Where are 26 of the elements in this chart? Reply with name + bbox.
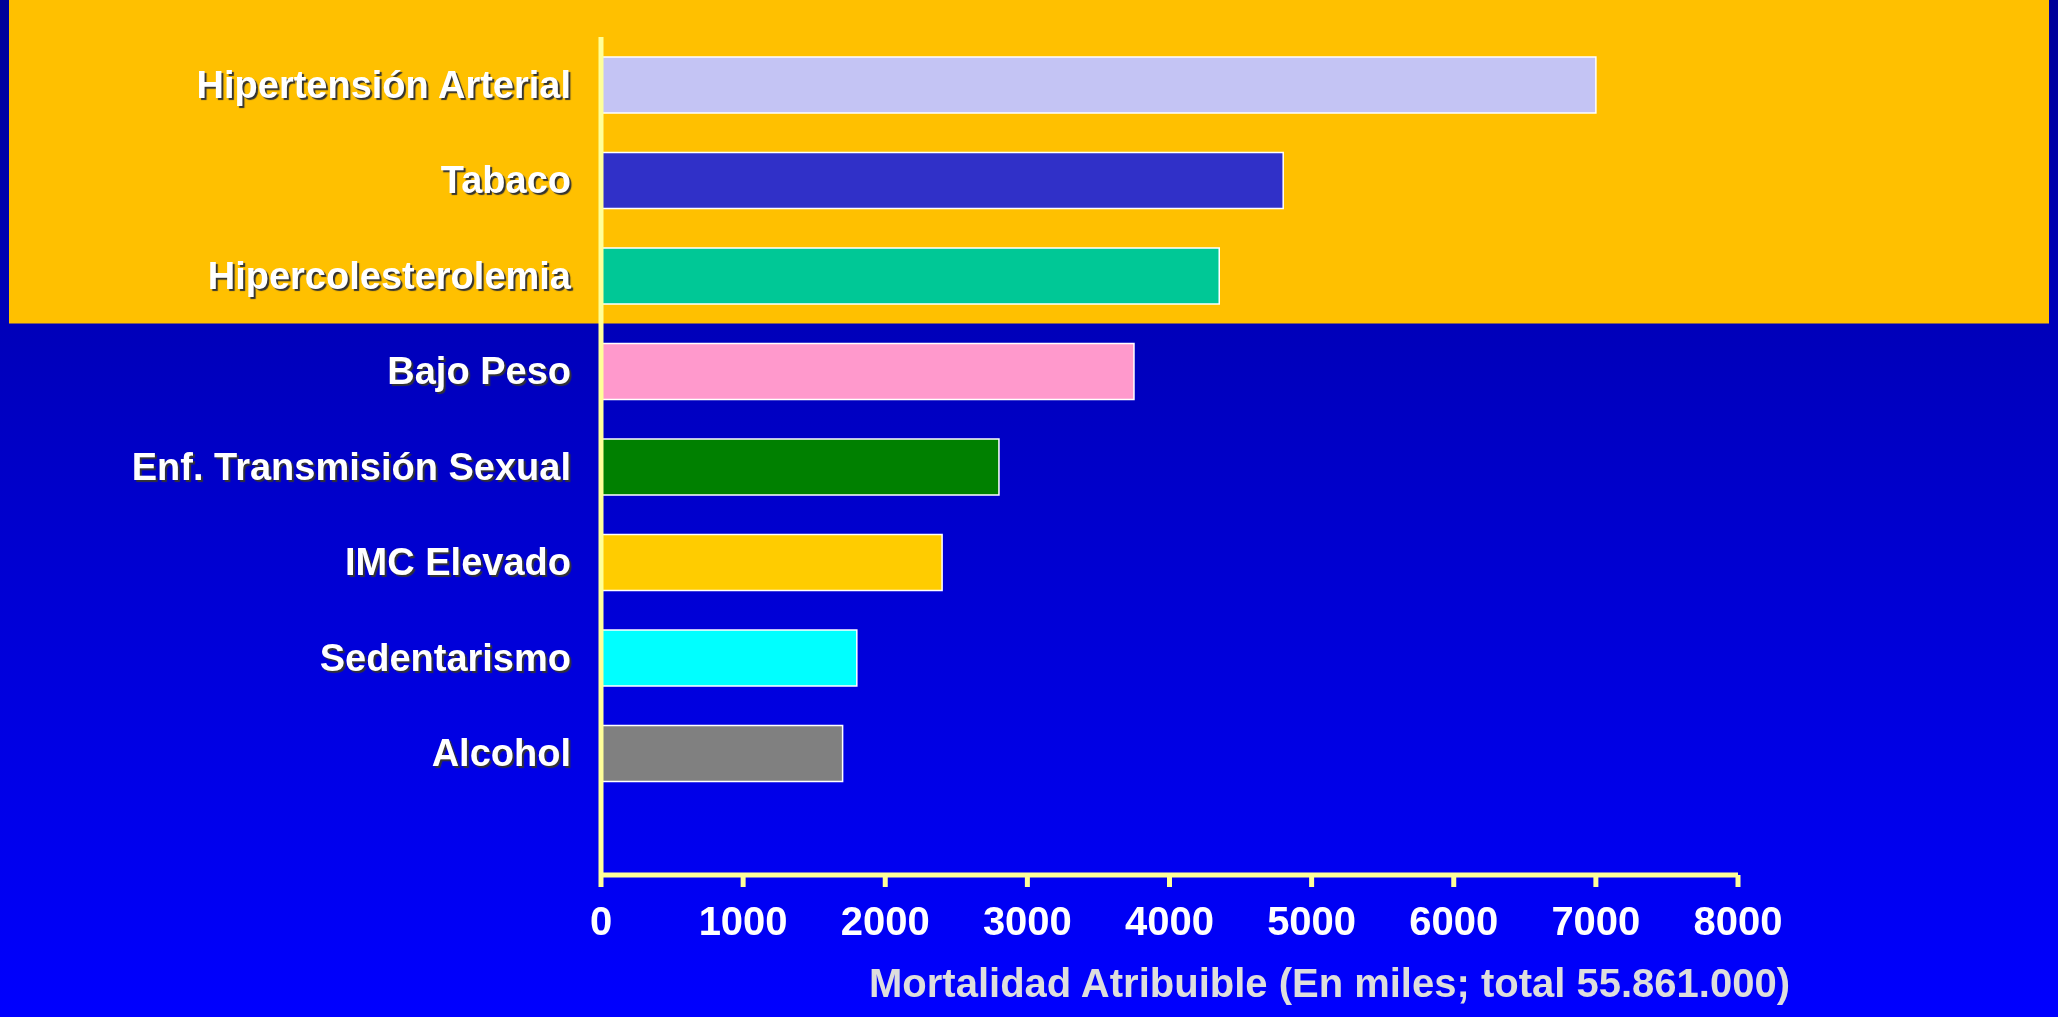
bar <box>601 629 858 687</box>
y-tick-label: Hipercolesterolemia <box>207 254 572 297</box>
bar <box>601 724 844 783</box>
x-tick-label: 5000 <box>1267 899 1357 944</box>
y-tick-label: Hipertensión Arterial <box>196 63 571 106</box>
x-tick-label: 2000 <box>840 899 930 944</box>
bar <box>601 533 943 592</box>
bar <box>601 438 1000 496</box>
bar <box>601 151 1284 210</box>
bar <box>601 56 1597 114</box>
y-tick-label: Tabaco <box>440 159 571 202</box>
bar <box>601 247 1220 305</box>
x-tick-label: 8000 <box>1693 899 1783 944</box>
y-tick-label: IMC Elevado <box>345 541 571 584</box>
x-tick-label: 1000 <box>698 899 788 944</box>
bar <box>601 342 1135 401</box>
y-tick-label: Bajo Peso <box>387 350 571 393</box>
y-tick-label: Enf. Transmisión Sexual <box>131 445 571 488</box>
x-tick-label: 3000 <box>982 899 1072 944</box>
x-tick-label: 7000 <box>1551 899 1641 944</box>
y-tick-label: Sedentarismo <box>319 636 571 679</box>
x-tick-label: 0 <box>589 899 613 944</box>
x-axis-title: Mortalidad Atribuible (En miles; total 55.861.000) <box>869 961 1790 1005</box>
x-tick-label: 6000 <box>1409 899 1499 944</box>
y-tick-label: Alcohol <box>431 732 571 775</box>
x-tick-label: 4000 <box>1125 899 1214 944</box>
